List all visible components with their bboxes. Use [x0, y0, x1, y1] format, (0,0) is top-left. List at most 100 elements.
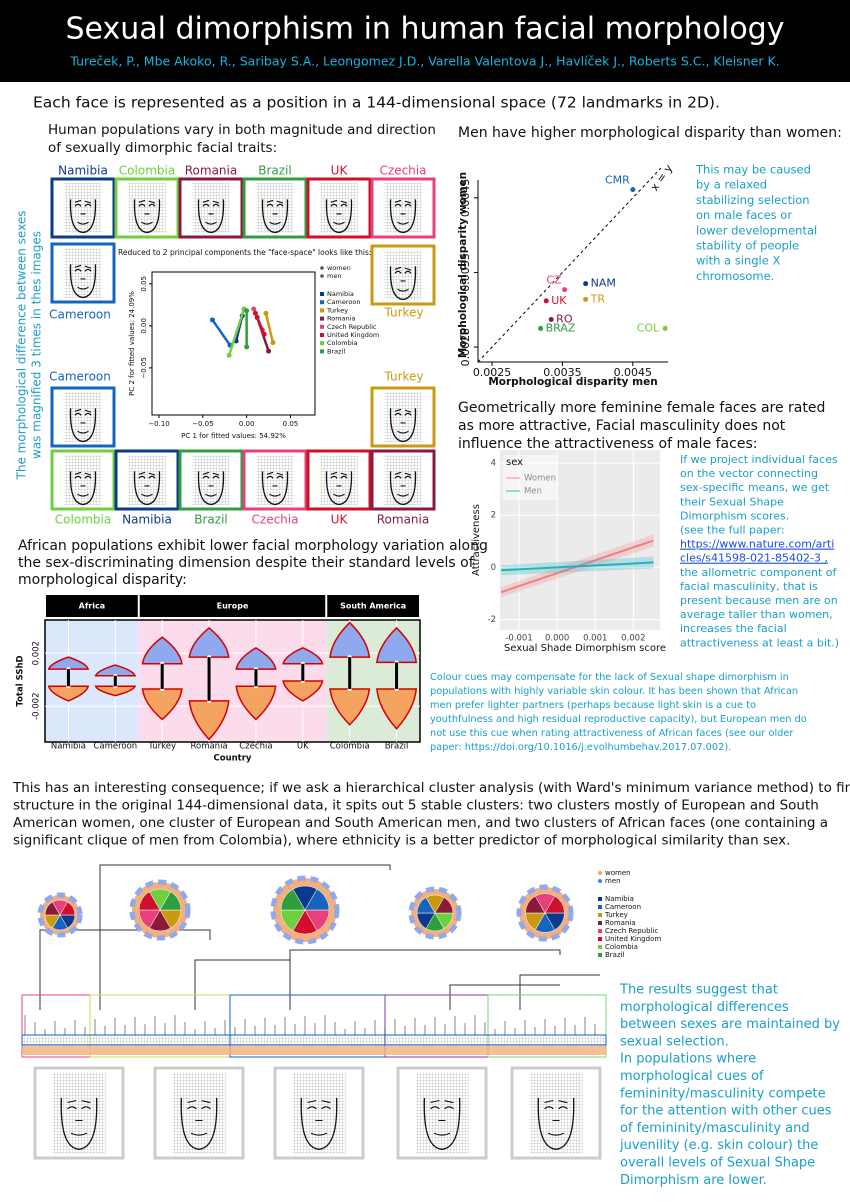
pie-slice — [59, 901, 76, 916]
point — [583, 296, 589, 302]
face-eyes — [138, 199, 156, 207]
face-outline — [423, 1097, 461, 1150]
legend-label: Romania — [605, 919, 636, 927]
face-outline — [133, 471, 161, 506]
legend-key — [320, 266, 324, 270]
note: chromosome. — [696, 269, 774, 283]
face-eyes — [394, 408, 412, 416]
sex-vector — [227, 308, 246, 356]
legend-label: women — [327, 264, 351, 272]
legend-label: Turkey — [604, 911, 628, 919]
note: attractiveness at least a bit.) — [680, 636, 839, 649]
legend-key — [598, 905, 602, 909]
legend-key — [320, 316, 324, 321]
face-eyes — [394, 266, 412, 274]
x-tick-label: −0.10 — [148, 420, 169, 428]
legend-label: Czech Republic — [605, 927, 658, 935]
facet-strip — [139, 595, 326, 617]
face-label: Brazil — [258, 164, 292, 178]
face-outline — [389, 266, 417, 301]
section-heading: Geometrically more feminine female faces… — [458, 400, 825, 416]
face-eyes — [138, 471, 156, 479]
leaf-branches — [24, 1015, 596, 1035]
face-eyes — [394, 471, 412, 479]
x-tick-label: Turkey — [147, 742, 176, 752]
note: paper: https://doi.org/10.1016/j.evolhum… — [430, 742, 731, 753]
face-label: Romania — [185, 164, 237, 178]
note: stabilizing selection — [696, 193, 810, 207]
legend-key — [598, 945, 602, 949]
face-outline — [325, 199, 353, 234]
point-label: BRAZ — [546, 321, 576, 334]
legend-label: Namibia — [605, 895, 634, 903]
note: (see the full paper: — [680, 524, 785, 537]
face-eyes — [266, 199, 284, 207]
legend-label: men — [605, 877, 621, 885]
face-eyes — [330, 471, 348, 479]
legend-label: Turkey — [326, 306, 348, 314]
face-eyes — [266, 471, 284, 479]
y-tick-label: 4 — [491, 459, 496, 469]
face-label: Cameroon — [49, 370, 111, 384]
note: present because men are on — [680, 594, 838, 607]
note: populations with highly variable skin co… — [430, 686, 798, 697]
face-eyes — [202, 199, 220, 207]
legend-label: Cameroon — [327, 298, 360, 306]
facet-strip — [327, 595, 419, 617]
pie-slice — [159, 891, 182, 911]
intro: Each face is represented as a position i… — [33, 94, 720, 112]
note: their Sexual Shape — [680, 495, 784, 508]
face-outline — [300, 1097, 338, 1150]
face-mouth — [333, 213, 345, 225]
violin-half — [329, 621, 371, 658]
sex-vector — [264, 312, 275, 343]
violin-half — [376, 688, 418, 730]
violin-half — [47, 685, 90, 702]
x-tick-label: 0.0045 — [614, 366, 653, 379]
legend-key — [598, 871, 602, 875]
y-tick-label: 0.002 — [32, 641, 42, 665]
face-mouth — [141, 485, 153, 497]
face-outline — [261, 199, 289, 234]
legend-label: United Kingdom — [327, 331, 379, 339]
trend-line — [501, 561, 654, 572]
point-label: RO — [556, 312, 573, 325]
face-outline — [69, 264, 97, 299]
point — [548, 316, 554, 322]
note: Colour cues may compensate for the lack … — [430, 672, 789, 683]
face-outline — [389, 199, 417, 234]
face-label: UK — [331, 513, 349, 527]
violin-half — [282, 647, 324, 665]
note: https://www.nature.com/arti — [680, 538, 834, 551]
point — [662, 325, 668, 331]
conclusion: for the attention with other cues — [620, 1104, 832, 1119]
legend-label: Brazil — [327, 347, 345, 355]
conclusion: In populations where — [620, 1052, 756, 1067]
legend-label: Czech Republic — [327, 323, 377, 331]
note: with a single X — [696, 254, 780, 268]
section-heading: the sex-discriminating dimension despite… — [18, 555, 475, 571]
face-eyes — [74, 264, 92, 272]
cluster-box — [487, 994, 607, 1058]
point — [630, 187, 636, 193]
x-tick-label: Namibia — [51, 742, 86, 752]
violin-half — [282, 680, 324, 702]
face-eyes — [187, 1099, 211, 1110]
y-axis-label: PC 2 for fitted values: 24.09% — [128, 291, 136, 396]
conclusion: femininity/masculinity compete — [620, 1086, 826, 1101]
point-label: UK — [551, 294, 567, 307]
section-heading: of sexually dimorphic facial traits: — [48, 140, 277, 156]
note: on male faces or — [696, 208, 792, 222]
legend-key — [320, 292, 324, 296]
face-outline — [69, 199, 97, 234]
face-label: Namibia — [58, 164, 108, 178]
face-outline — [197, 471, 225, 506]
section-heading: Human populations vary in both magnitude… — [48, 122, 436, 138]
face-outline — [537, 1097, 575, 1150]
face-label: Turkey — [383, 306, 423, 320]
face-eyes — [74, 471, 92, 479]
face-grid — [52, 1072, 106, 1154]
y-axis-label: Total SShD — [16, 655, 26, 706]
section-heading: Men have higher morphological disparity … — [458, 125, 842, 141]
